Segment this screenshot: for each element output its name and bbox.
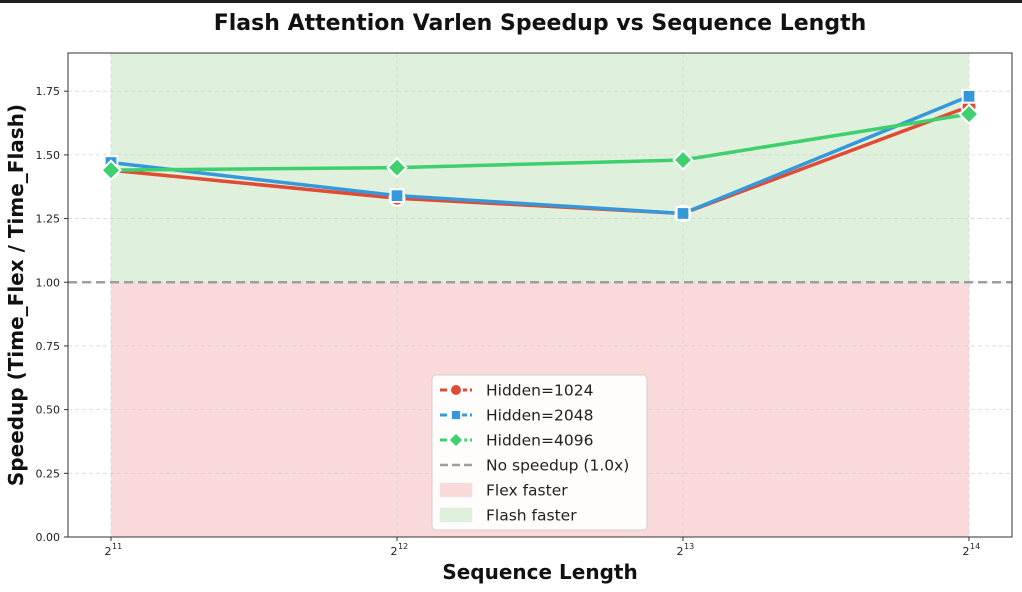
x-axis-label: Sequence Length (442, 560, 637, 584)
legend-swatch-region (439, 482, 473, 498)
x-tick-label: 2 (677, 545, 684, 558)
y-tick-label: 0.00 (36, 531, 61, 544)
data-point-hidden-4096 (386, 156, 408, 179)
legend (431, 374, 648, 531)
plot-frame (67, 52, 1013, 538)
legend-marker (449, 408, 463, 422)
legend-marker (447, 431, 465, 449)
x-tick-label: 2 (105, 545, 112, 558)
legend-label: Hidden=4096 (486, 432, 593, 450)
y-tick-label: 0.75 (36, 340, 61, 353)
legend-label: Hidden=1024 (486, 382, 593, 400)
x-tick-exponent: 12 (398, 542, 408, 551)
legend-swatch-region (439, 507, 473, 523)
x-tick-exponent: 14 (970, 542, 980, 551)
y-axis-label: Speedup (Time_Flex / Time_Flash) (4, 104, 28, 486)
series-line-hidden-4096 (110, 112, 970, 172)
x-tick-exponent: 11 (112, 542, 122, 551)
window-top-border (0, 0, 1022, 3)
legend-marker (449, 383, 463, 397)
y-tick-label: 1.00 (36, 276, 61, 289)
x-tick-label: 2 (391, 545, 398, 558)
chart-title: Flash Attention Varlen Speedup vs Sequen… (214, 11, 867, 36)
series-line-hidden-2048 (110, 94, 970, 216)
y-tick-label: 1.75 (36, 85, 61, 98)
legend-label: No speedup (1.0x) (486, 457, 629, 475)
data-point-hidden-2048 (675, 206, 691, 221)
data-point-hidden-4096 (100, 159, 122, 181)
y-tick-label: 0.25 (36, 467, 61, 480)
legend-label: Hidden=2048 (486, 407, 593, 425)
x-tick-exponent: 13 (684, 542, 694, 551)
plot-area: 0.000.250.500.751.001.251.501.752 11 2 12 2 1… (36, 52, 1013, 558)
legend-label: Flash faster (486, 507, 577, 525)
data-point-hidden-4096 (958, 103, 980, 125)
data-point-hidden-4096 (672, 149, 694, 171)
y-tick-label: 0.50 (36, 404, 61, 417)
y-tick-label: 1.25 (36, 213, 61, 226)
x-tick-label: 2 (963, 545, 970, 558)
legend-label: Flex faster (486, 482, 568, 500)
y-tick-label: 1.50 (36, 149, 61, 162)
data-point-hidden-2048 (389, 188, 405, 204)
data-point-hidden-2048 (961, 88, 977, 104)
